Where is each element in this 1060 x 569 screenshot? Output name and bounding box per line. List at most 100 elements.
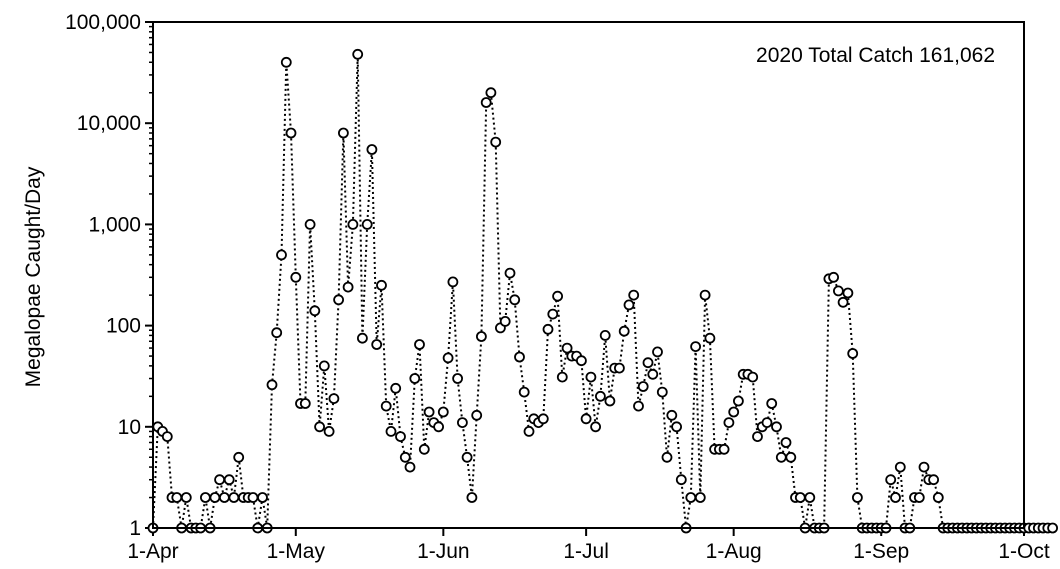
data-point (247, 492, 259, 503)
data-point (794, 492, 806, 503)
data-point (347, 218, 359, 230)
data-point (356, 332, 368, 344)
data-point (371, 339, 383, 350)
data-point (209, 492, 221, 503)
data-point (694, 492, 706, 503)
data-point (628, 289, 640, 301)
data-point (833, 285, 844, 297)
data-point (214, 474, 226, 486)
data-point (433, 421, 445, 433)
data-point (552, 290, 563, 302)
data-point (480, 97, 492, 108)
data-point (675, 474, 687, 486)
data-point (285, 127, 297, 139)
data-point (599, 329, 611, 341)
data-point (671, 421, 682, 433)
data-point (852, 492, 863, 503)
data-point (504, 267, 516, 279)
data-point (747, 371, 759, 383)
data-point (452, 373, 464, 384)
data-point (280, 56, 292, 68)
data-point (523, 425, 535, 437)
data-point (352, 48, 364, 60)
data-point (456, 417, 468, 429)
data-point (752, 431, 763, 443)
data-point (642, 357, 654, 369)
data-point (928, 474, 939, 486)
data-point (804, 492, 816, 503)
data-point (180, 492, 192, 503)
data-point (299, 398, 311, 409)
data-point (618, 325, 630, 337)
data-point (404, 461, 416, 473)
data-point (509, 294, 521, 306)
data-point (728, 406, 740, 418)
data-point (161, 431, 173, 443)
y-tick-label: 10,000 (77, 112, 141, 135)
data-point (656, 386, 668, 398)
data-point (304, 218, 316, 230)
data-point (418, 443, 430, 455)
data-point (414, 339, 425, 350)
data-point (171, 492, 183, 503)
data-point (475, 331, 487, 342)
data-point (499, 315, 511, 327)
data-point (885, 474, 897, 486)
data-point (547, 308, 559, 320)
data-point (333, 294, 345, 306)
data-point (290, 271, 302, 283)
data-point (704, 332, 716, 344)
x-tick-label: 1-Sep (853, 540, 909, 563)
x-tick-label: 1-Jul (563, 540, 609, 563)
data-point (666, 409, 678, 421)
data-point (376, 279, 387, 291)
data-point (580, 413, 592, 425)
data-point (647, 368, 659, 380)
x-axis: 1-Apr 1-May 1-Jun 1-Jul 1-Aug 1-Sep 1-Oct (127, 528, 1050, 563)
data-point (890, 492, 901, 503)
data-point (766, 398, 778, 409)
data-point (847, 348, 859, 359)
data-point (485, 87, 497, 99)
y-axis-title: Megalopae Caught/Day (22, 166, 45, 387)
data-point (1047, 522, 1058, 534)
data-point (447, 276, 459, 288)
data-point (266, 379, 278, 391)
data-point (785, 451, 797, 463)
data-point (685, 492, 697, 503)
data-point (466, 492, 478, 503)
data-point (723, 417, 735, 429)
data-point (361, 218, 373, 230)
data-point (233, 451, 245, 463)
data-point (257, 492, 268, 503)
plot-frame (152, 21, 1025, 529)
series-line (152, 54, 1053, 529)
data-point (661, 451, 673, 463)
data-point (537, 413, 549, 425)
data-point (461, 451, 473, 463)
y-tick-label: 100,000 (65, 11, 141, 34)
data-point (837, 296, 849, 308)
data-point (309, 305, 321, 317)
data-point (918, 461, 930, 473)
data-point (775, 451, 787, 463)
data-point (514, 351, 525, 363)
data-point (842, 287, 854, 299)
data-point (595, 390, 606, 402)
data-point (395, 431, 406, 443)
data-point (437, 406, 449, 418)
data-point (699, 289, 711, 301)
data-point (614, 362, 625, 374)
data-point (518, 386, 530, 398)
data-point (271, 327, 283, 339)
data-markers (147, 48, 1058, 534)
data-point (771, 421, 782, 433)
data-point (314, 421, 326, 433)
data-point (390, 382, 402, 394)
x-tick-label: 1-Jun (417, 540, 470, 563)
y-tick-label: 100 (106, 315, 141, 338)
data-point (337, 127, 349, 139)
data-point (894, 461, 906, 473)
chart-annotation: 2020 Total Catch 161,062 (756, 44, 995, 67)
